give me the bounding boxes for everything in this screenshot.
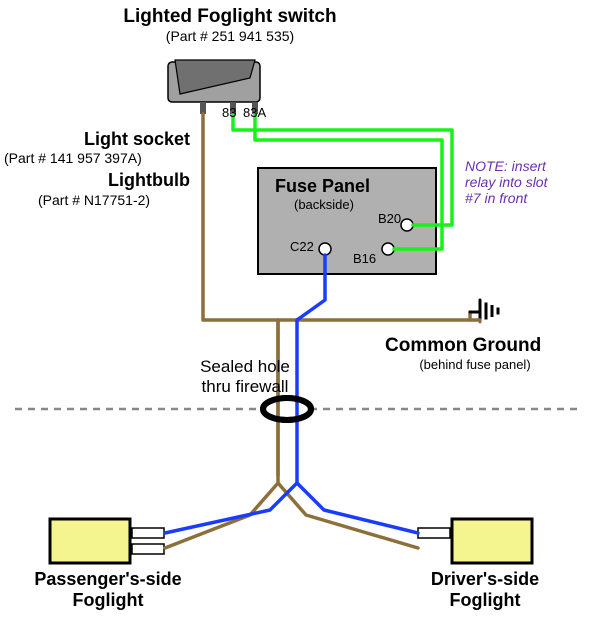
title-part: (Part # 251 941 535) — [110, 28, 350, 44]
light-socket-label: Light socket — [35, 129, 190, 150]
light-socket-text: Light socket — [84, 129, 190, 149]
sealed-hole-l2: thru firewall — [202, 377, 289, 396]
passenger-l1: Passenger's-side — [34, 569, 181, 589]
note-l2: relay into slot — [465, 174, 547, 190]
title: Lighted Foglight switch — [70, 6, 390, 28]
fuse-panel-title-text: Fuse Panel — [275, 176, 370, 196]
driver-foglight-label: Driver's-side Foglight — [390, 569, 580, 610]
lightbulb-text: Lightbulb — [108, 170, 190, 190]
pin-c22-label: C22 — [290, 239, 314, 254]
note-l1: NOTE: insert — [465, 158, 546, 174]
pin-b20-label: B20 — [378, 211, 401, 226]
note: NOTE: insert relay into slot #7 in front — [465, 158, 547, 206]
lightbulb-part: (Part # N17751-2) — [38, 192, 150, 208]
diagram-svg — [0, 0, 594, 623]
light-socket-part: (Part # 141 957 397A) — [4, 150, 142, 166]
fuse-panel-sub: (backside) — [294, 197, 354, 212]
light-socket-part-text: (Part # 141 957 397A) — [4, 150, 142, 166]
passenger-l2: Foglight — [73, 590, 144, 610]
common-ground-label: Common Ground — [385, 335, 541, 357]
title-part-text: (Part # 251 941 535) — [166, 28, 294, 44]
title-text: Lighted Foglight switch — [123, 6, 336, 27]
pin-83-label: 83 — [222, 105, 236, 120]
pin-b16-label: B16 — [353, 251, 376, 266]
fuse-panel-title: Fuse Panel — [275, 176, 370, 197]
wiring-diagram: Lighted Foglight switch (Part # 251 941 … — [0, 0, 594, 623]
pin-83a-label: 83A — [243, 105, 266, 120]
common-ground-sub: (behind fuse panel) — [395, 357, 555, 372]
driver-l1: Driver's-side — [431, 569, 539, 589]
note-l3: #7 in front — [465, 190, 527, 206]
driver-l2: Foglight — [450, 590, 521, 610]
sealed-hole-label: Sealed hole thru firewall — [175, 357, 315, 396]
common-ground-text: Common Ground — [385, 335, 541, 356]
lightbulb-part-text: (Part # N17751-2) — [38, 192, 150, 208]
passenger-foglight-label: Passenger's-side Foglight — [8, 569, 208, 610]
lightbulb-label: Lightbulb — [35, 170, 190, 191]
fuse-panel-sub-text: (backside) — [294, 197, 354, 212]
sealed-hole-l1: Sealed hole — [200, 357, 290, 376]
common-ground-sub-text: (behind fuse panel) — [419, 357, 530, 372]
